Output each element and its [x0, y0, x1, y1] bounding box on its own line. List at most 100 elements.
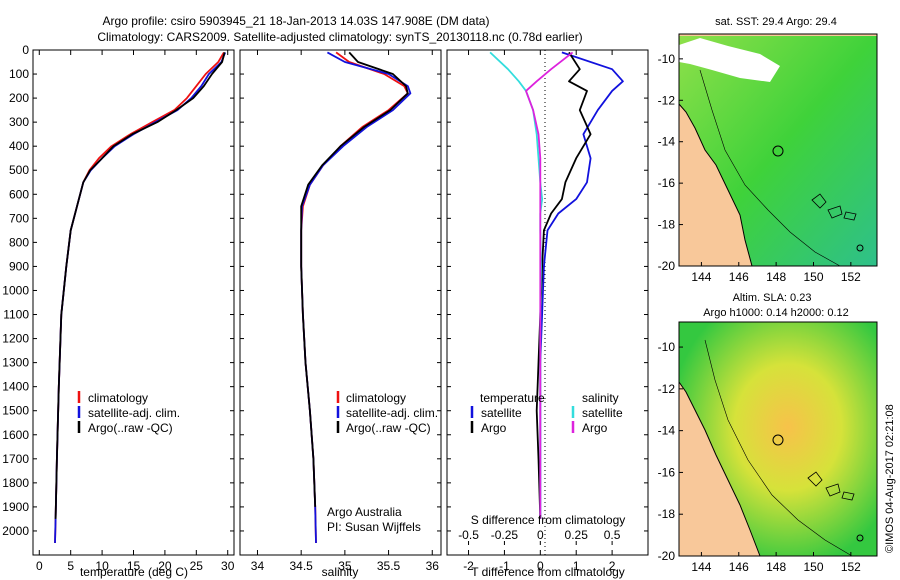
lon-tick-label: 150 [803, 560, 823, 574]
sla-map-reefs [807, 471, 855, 501]
x-tick-label: 10 [95, 559, 109, 573]
top-tick-label: -0.25 [491, 528, 519, 542]
sla-map-title: Altim. SLA: 0.23 [733, 292, 812, 304]
legend-label-s-satellite: satellite [582, 406, 623, 420]
lon-tick-label: 152 [841, 560, 861, 574]
x-tick-label: 35.5 [377, 559, 401, 573]
depth-tick-label: 1300 [2, 356, 29, 370]
temperature-panel: 0100200300400500600700800900100011001200… [2, 43, 234, 579]
temperature-xlabel: temperature (deg C) [80, 565, 188, 579]
reef-outline [843, 211, 857, 221]
depth-tick-label: 500 [9, 163, 29, 177]
temperature-series [54, 51, 227, 544]
reef-outline [825, 483, 841, 497]
top-tick-label: 0.25 [565, 528, 589, 542]
depth-tick-label: 700 [9, 211, 29, 225]
x-tick-label: 5 [67, 559, 74, 573]
lon-tick-label: 144 [691, 270, 711, 284]
depth-tick-label: 1000 [2, 283, 29, 297]
depth-tick-label: 200 [9, 91, 29, 105]
argo-location-marker [772, 145, 784, 157]
salinity-series [300, 51, 412, 544]
imos-credit: ©IMOS 04-Aug-2017 02:21:08 [884, 404, 896, 553]
depth-tick-label: 1900 [2, 500, 29, 514]
sla-map-lon-ticks: 144 146 148 150 152 [691, 552, 861, 574]
x-tick-label: 35 [338, 559, 352, 573]
legend-title-temperature: temperature [480, 391, 545, 405]
legend-label-climatology: climatology [346, 391, 406, 405]
legend-label-satellite-adj: satellite-adj. clim. [88, 406, 180, 420]
sst-map-frame [678, 33, 878, 267]
x-tick-label: 30 [221, 559, 235, 573]
pi-label: PI: Susan Wijffels [327, 520, 421, 534]
island-marker [856, 244, 864, 252]
series-line-s-satellite [489, 51, 543, 519]
series-line-t-argo [535, 51, 592, 519]
title-line-2: Climatology: CARS2009. Satellite-adjuste… [97, 30, 582, 44]
temperature-legend: climatology satellite-adj. clim. Argo(..… [77, 391, 180, 435]
lat-tick-label: -10 [658, 340, 676, 354]
sst-map-coastline [678, 103, 753, 267]
depth-tick-label: 1700 [2, 452, 29, 466]
difference-panel: -2 -1 0 1 2 -0.5 -0.25 0 0.25 0.5 S difference f… [446, 49, 649, 579]
legend-label-satellite-adj: satellite-adj. clim. [346, 406, 438, 420]
sst-map-lat-ticks: -10 -12 -14 -16 -18 -20 [658, 52, 683, 273]
lat-tick-label: -12 [658, 382, 676, 396]
top-tick-label: 0.5 [604, 528, 621, 542]
sst-map-depth-contour [699, 69, 841, 267]
depth-axis-labels: 0 100 200 300 400 500 600 700 800 900 1000 1100 1200… [2, 43, 29, 538]
x-tick-label: 0 [36, 559, 43, 573]
lat-tick-label: -18 [658, 507, 676, 521]
x-tick-label: 15 [127, 559, 141, 573]
salinity-x-ticks: 34 34.5 35 35.5 36 [240, 49, 441, 573]
reef-outline [827, 205, 843, 219]
salinity-difference-ticks: -0.5 -0.25 0 0.25 0.5 [458, 528, 621, 545]
sla-map-panel: Altim. SLA: 0.23 Argo h1000: 0.14 h2000:… [658, 292, 878, 574]
lat-tick-label: -14 [658, 424, 676, 438]
x-tick-label: 25 [190, 559, 204, 573]
depth-tick-label: 900 [9, 259, 29, 273]
series-line-s-argo [525, 51, 574, 519]
series-line-satellite-adj-clim- [300, 51, 412, 544]
island-marker [856, 534, 864, 542]
legend-label-t-argo: Argo [481, 421, 507, 435]
salinity-panel: 34 34.5 35 35.5 36 salinity climatology sate… [239, 49, 442, 579]
salinity-xlabel: salinity [322, 565, 359, 579]
x-tick-label: 20 [158, 559, 172, 573]
x-tick-label: -2 [463, 559, 474, 573]
top-tick-label: 0 [537, 528, 544, 542]
reef-outline [841, 491, 855, 501]
sla-map-water [679, 322, 877, 556]
lat-tick-label: -12 [658, 93, 676, 107]
lat-tick-label: -14 [658, 135, 676, 149]
lon-tick-label: 152 [841, 270, 861, 284]
lat-tick-label: -10 [658, 52, 676, 66]
argo-location-marker [772, 434, 784, 446]
title-line-1: Argo profile: csiro 5903945_21 18-Jan-20… [103, 14, 490, 28]
difference-legend: temperature salinity satellite Argo sate… [470, 391, 623, 435]
salinity-legend: climatology satellite-adj. clim. Argo(..… [336, 391, 438, 435]
depth-tick-label: 800 [9, 235, 29, 249]
argo-australia-label: Argo Australia [327, 505, 402, 519]
x-tick-label: -1 [499, 559, 510, 573]
series-line-argo-raw-qc- [300, 51, 409, 507]
legend-label-s-argo: Argo [582, 421, 608, 435]
difference-x-ticks: -2 -1 0 1 2 [447, 49, 648, 573]
legend-label-t-satellite: satellite [481, 406, 522, 420]
lon-tick-label: 148 [766, 270, 786, 284]
sst-map-reefs [811, 193, 857, 221]
lat-tick-label: -18 [658, 218, 676, 232]
sst-map-title: sat. SST: 29.4 Argo: 29.4 [715, 16, 837, 28]
lon-tick-label: 144 [691, 560, 711, 574]
sla-map-subtitle: Argo h1000: 0.14 h2000: 0.12 [703, 307, 849, 319]
lat-tick-label: -16 [658, 176, 676, 190]
legend-label-argo: Argo(..raw -QC) [346, 421, 431, 435]
depth-tick-label: 1800 [2, 476, 29, 490]
lon-tick-label: 146 [729, 560, 749, 574]
salinity-panel-frame [239, 49, 442, 556]
depth-tick-label: 1400 [2, 380, 29, 394]
series-line-climatology [300, 51, 409, 544]
x-tick-label: 34.5 [289, 559, 313, 573]
s-difference-label: S difference from climatology [471, 513, 626, 527]
